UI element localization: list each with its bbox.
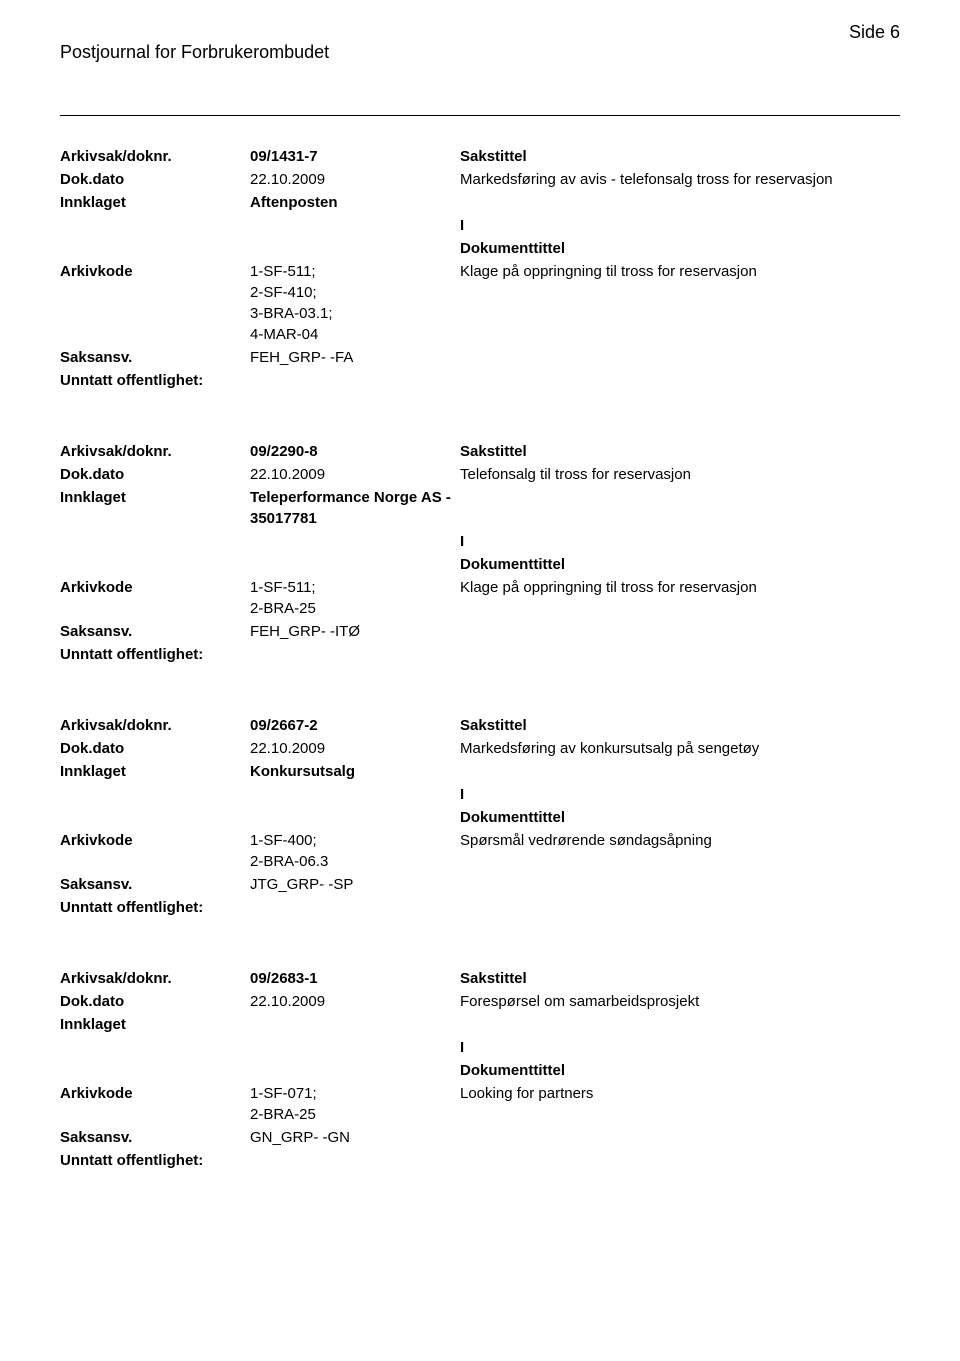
value-arkivkode: 1-SF-071; 2-BRA-25 bbox=[250, 1083, 460, 1125]
value-dokumenttittel: Looking for partners bbox=[460, 1083, 900, 1104]
value-arkivkode: 1-SF-400; 2-BRA-06.3 bbox=[250, 830, 460, 872]
value-dokumenttittel: Klage på oppringning til tross for reser… bbox=[460, 261, 900, 282]
label-innklaget: Innklaget bbox=[60, 761, 250, 782]
journal-title: Postjournal for Forbrukerombudet bbox=[60, 40, 900, 65]
value-saksansv: GN_GRP- -GN bbox=[250, 1127, 460, 1148]
label-sakstittel: Sakstittel bbox=[460, 968, 900, 989]
dok-i: I bbox=[460, 1037, 900, 1058]
value-arkivkode: 1-SF-511; 2-SF-410; 3-BRA-03.1; 4-MAR-04 bbox=[250, 261, 460, 345]
value-arkivsak: 09/2667-2 bbox=[250, 715, 460, 736]
label-unntatt: Unntatt offentlighet: bbox=[60, 370, 203, 391]
label-arkivkode: Arkivkode bbox=[60, 830, 250, 851]
page-header: Postjournal for Forbrukerombudet Side 6 bbox=[60, 40, 900, 65]
label-arkivkode: Arkivkode bbox=[60, 261, 250, 282]
value-innklaget: Konkursutsalg bbox=[250, 761, 460, 782]
label-arkivsak: Arkivsak/doknr. bbox=[60, 146, 250, 167]
value-sakstittel: Markedsføring av avis - telefonsalg tros… bbox=[460, 169, 900, 190]
dok-i: I bbox=[460, 531, 900, 552]
label-innklaget: Innklaget bbox=[60, 487, 250, 508]
label-arkivkode: Arkivkode bbox=[60, 1083, 250, 1104]
label-dokdato: Dok.dato bbox=[60, 991, 250, 1012]
records-container: Arkivsak/doknr.09/1431-7SakstittelDok.da… bbox=[60, 146, 900, 1171]
label-arkivkode: Arkivkode bbox=[60, 577, 250, 598]
label-saksansv: Saksansv. bbox=[60, 874, 250, 895]
label-unntatt: Unntatt offentlighet: bbox=[60, 644, 203, 665]
value-dokumenttittel: Spørsmål vedrørende søndagsåpning bbox=[460, 830, 900, 851]
label-innklaget: Innklaget bbox=[60, 1014, 250, 1035]
label-saksansv: Saksansv. bbox=[60, 621, 250, 642]
label-unntatt: Unntatt offentlighet: bbox=[60, 1150, 203, 1171]
label-arkivsak: Arkivsak/doknr. bbox=[60, 441, 250, 462]
value-arkivkode: 1-SF-511; 2-BRA-25 bbox=[250, 577, 460, 619]
value-sakstittel: Telefonsalg til tross for reservasjon bbox=[460, 464, 900, 485]
separator bbox=[60, 115, 900, 116]
dok-i: I bbox=[460, 215, 900, 236]
value-dokumenttittel: Klage på oppringning til tross for reser… bbox=[460, 577, 900, 598]
label-arkivsak: Arkivsak/doknr. bbox=[60, 968, 250, 989]
page-number: Side 6 bbox=[849, 20, 900, 45]
value-sakstittel: Markedsføring av konkursutsalg på senget… bbox=[460, 738, 900, 759]
value-innklaget: Teleperformance Norge AS - 35017781 bbox=[250, 487, 460, 529]
value-sakstittel: Forespørsel om samarbeidsprosjekt bbox=[460, 991, 900, 1012]
label-sakstittel: Sakstittel bbox=[460, 146, 900, 167]
label-dokumenttittel: Dokumenttittel bbox=[460, 554, 900, 575]
value-dokdato: 22.10.2009 bbox=[250, 464, 460, 485]
value-arkivsak: 09/2290-8 bbox=[250, 441, 460, 462]
label-unntatt: Unntatt offentlighet: bbox=[60, 897, 203, 918]
label-saksansv: Saksansv. bbox=[60, 1127, 250, 1148]
label-innklaget: Innklaget bbox=[60, 192, 250, 213]
value-saksansv: FEH_GRP- -ITØ bbox=[250, 621, 460, 642]
value-saksansv: JTG_GRP- -SP bbox=[250, 874, 460, 895]
label-dokdato: Dok.dato bbox=[60, 169, 250, 190]
value-arkivsak: 09/2683-1 bbox=[250, 968, 460, 989]
value-arkivsak: 09/1431-7 bbox=[250, 146, 460, 167]
label-dokumenttittel: Dokumenttittel bbox=[460, 238, 900, 259]
value-dokdato: 22.10.2009 bbox=[250, 991, 460, 1012]
value-dokdato: 22.10.2009 bbox=[250, 738, 460, 759]
record: Arkivsak/doknr.09/1431-7Sakstittel Dok.da… bbox=[60, 146, 900, 391]
label-dokdato: Dok.dato bbox=[60, 738, 250, 759]
label-dokumenttittel: Dokumenttittel bbox=[460, 807, 900, 828]
value-dokdato: 22.10.2009 bbox=[250, 169, 460, 190]
label-dokdato: Dok.dato bbox=[60, 464, 250, 485]
label-arkivsak: Arkivsak/doknr. bbox=[60, 715, 250, 736]
value-innklaget: Aftenposten bbox=[250, 192, 460, 213]
value-saksansv: FEH_GRP- -FA bbox=[250, 347, 460, 368]
label-saksansv: Saksansv. bbox=[60, 347, 250, 368]
record: Arkivsak/doknr.09/2290-8Sakstittel Dok.da… bbox=[60, 441, 900, 665]
dok-i: I bbox=[460, 784, 900, 805]
label-sakstittel: Sakstittel bbox=[460, 441, 900, 462]
record: Arkivsak/doknr.09/2667-2Sakstittel Dok.da… bbox=[60, 715, 900, 918]
record: Arkivsak/doknr.09/2683-1Sakstittel Dok.da… bbox=[60, 968, 900, 1171]
label-sakstittel: Sakstittel bbox=[460, 715, 900, 736]
label-dokumenttittel: Dokumenttittel bbox=[460, 1060, 900, 1081]
